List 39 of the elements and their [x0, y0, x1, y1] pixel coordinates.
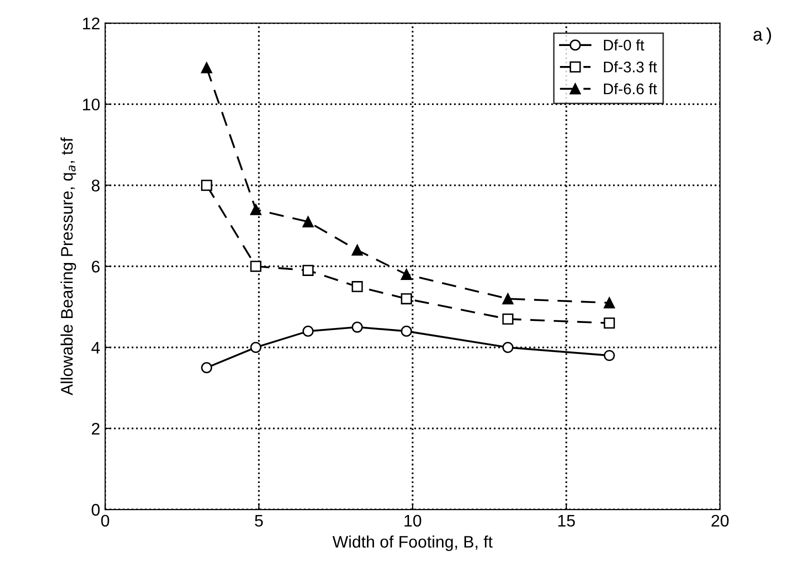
point [604, 297, 615, 308]
y-tick-label: 12 [83, 18, 100, 30]
point [400, 268, 412, 280]
y-tick-label: 10 [83, 98, 100, 110]
point [302, 216, 314, 228]
y-tick-label: 8 [92, 180, 100, 192]
x-axis-title: Width of Footing, B, ft [332, 535, 493, 552]
point [502, 313, 514, 325]
x-tick-label: 15 [558, 514, 575, 527]
y-tick-label: 6 [92, 260, 100, 273]
point [352, 322, 363, 333]
x-tick-label: 0 [101, 514, 110, 527]
y-tick-label: 2 [92, 422, 100, 434]
point [250, 260, 262, 272]
point [250, 204, 262, 216]
point [352, 281, 363, 292]
x-tick-label: 20 [712, 514, 729, 527]
point [201, 180, 212, 191]
text: a) [754, 27, 772, 44]
point [250, 342, 262, 353]
x-tick-label: 5 [254, 514, 263, 527]
point [400, 326, 412, 337]
legend-label: Df-0 ft [604, 39, 644, 51]
point [502, 293, 514, 304]
y-axis-title: Allowable Bearing Pressure, q$_{a}$, tsf [60, 137, 76, 396]
point [604, 318, 615, 329]
point [502, 342, 514, 353]
x-tick-label: 10 [404, 514, 422, 527]
legend-label: Df-3.3 ft [604, 61, 657, 72]
legend-label: Df-6.6 ft [604, 83, 657, 94]
point [201, 362, 212, 374]
point [604, 350, 615, 362]
point [302, 264, 314, 276]
point [201, 62, 212, 74]
point [352, 244, 363, 256]
point [400, 293, 412, 304]
y-tick-label: 0 [92, 504, 100, 516]
y-tick-label: 4 [91, 342, 100, 354]
point [302, 326, 314, 337]
